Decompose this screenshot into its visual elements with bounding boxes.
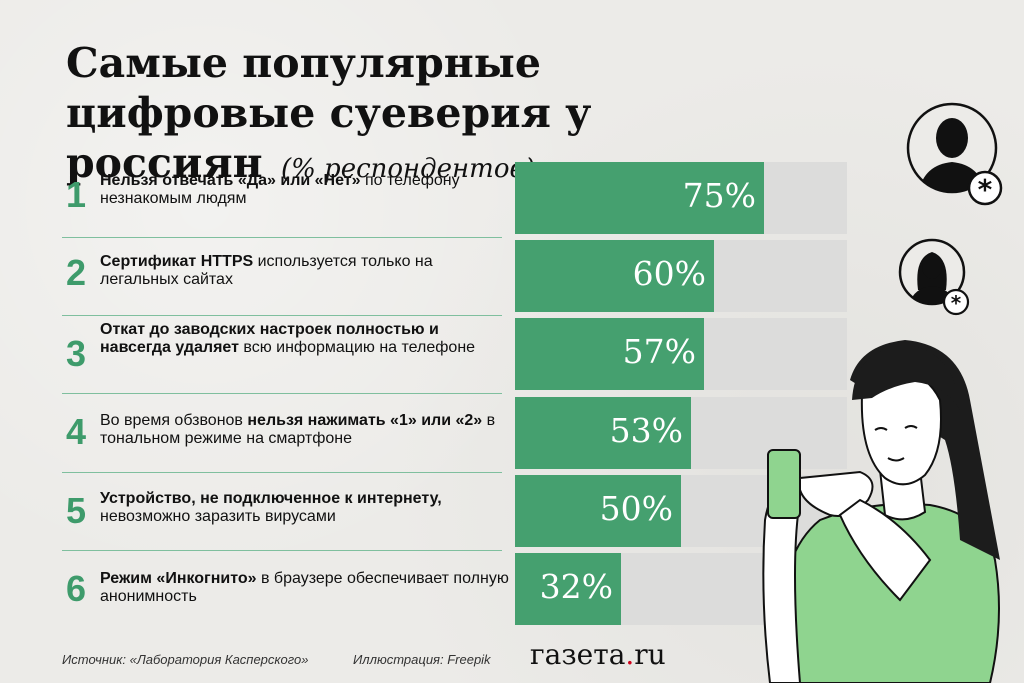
- male-user-icon: [906, 102, 998, 194]
- bar: 75%: [515, 162, 764, 234]
- row-separator: [62, 393, 502, 394]
- row-label-bold: Нельзя отвечать «Да» или «Нет»: [100, 172, 361, 189]
- logo-tld: ru: [634, 638, 666, 671]
- row-number: 6: [62, 568, 502, 646]
- bar-track: 57%: [515, 318, 847, 390]
- row-label-bold: Сертификат HTTPS: [100, 253, 254, 270]
- row-separator: [62, 237, 502, 238]
- bar: 50%: [515, 475, 681, 547]
- asterisk-icon: *: [942, 288, 970, 316]
- bar-value-label: 75%: [682, 176, 756, 215]
- row-number-text: 2: [65, 252, 87, 293]
- row-number: 4: [62, 411, 502, 489]
- illustration-credit: Иллюстрация: Freepik: [353, 652, 491, 667]
- bar: 53%: [515, 397, 691, 469]
- svg-text:*: *: [978, 173, 993, 206]
- row-number: 2: [62, 252, 502, 330]
- row-label-regular: в тональном режиме на смартфоне: [100, 412, 496, 447]
- row-number: 5: [62, 490, 502, 568]
- row-number-text: 6: [65, 568, 87, 609]
- row-label-regular: используется только на легальных сайтах: [100, 253, 433, 288]
- row-label: Сертификат HTTPS используется только на …: [100, 253, 510, 289]
- svg-text:*: *: [951, 291, 962, 315]
- bar-track: 60%: [515, 240, 847, 312]
- bar: 57%: [515, 318, 704, 390]
- bar-value-label: 60%: [632, 254, 706, 293]
- row-separator: [62, 472, 502, 473]
- logo: газета.ru: [530, 638, 666, 671]
- row-number-text: 1: [65, 174, 87, 215]
- row-label-bold: Режим «Инкогнито»: [100, 570, 257, 587]
- title-subtitle: (% респондентов): [280, 154, 535, 184]
- bar-track: 75%: [515, 162, 847, 234]
- bar-value-label: 50%: [599, 489, 673, 528]
- row-label-bold: нельзя нажимать «1» или «2»: [247, 412, 483, 429]
- logo-dot: .: [625, 638, 635, 671]
- row-label-regular: всю информацию на телефоне: [238, 339, 476, 356]
- bar: 32%: [515, 553, 621, 625]
- row-label: Режим «Инкогнито» в браузере обеспечивае…: [100, 570, 510, 606]
- row-number: 3: [62, 333, 502, 411]
- row-label: Во время обзвонов нельзя нажимать «1» ил…: [100, 412, 510, 448]
- bar-value-label: 53%: [609, 411, 683, 450]
- page-title: Самые популярные цифровые суеверия у рос…: [66, 38, 786, 194]
- woman-with-phone-illustration: [762, 340, 1000, 683]
- row-label: Устройство, не подключенное к интернету,…: [100, 490, 510, 526]
- logo-main: газета: [530, 638, 626, 671]
- row-label: Откат до заводских настроек полностью и …: [100, 321, 510, 357]
- row-number: 1: [62, 174, 502, 252]
- bar-value-label: 32%: [539, 567, 613, 606]
- row-label-bold: Откат до заводских настроек полностью и …: [100, 321, 439, 356]
- row-separator: [62, 550, 502, 551]
- bar-track: 53%: [515, 397, 847, 469]
- row-label-regular: по телефону незнакомым людям: [100, 172, 460, 207]
- row-label-regular: Во время обзвонов: [100, 412, 248, 429]
- row-label: Нельзя отвечать «Да» или «Нет» по телефо…: [100, 172, 510, 208]
- asterisk-icon: *: [967, 170, 1003, 206]
- row-number-text: 3: [65, 333, 87, 374]
- source-note: Источник: «Лаборатория Касперского»: [62, 652, 309, 667]
- row-number-text: 5: [65, 490, 87, 531]
- row-separator: [62, 315, 502, 316]
- row-label-bold: Устройство, не подключенное к интернету,: [100, 490, 442, 507]
- title-main: Самые популярные цифровые суеверия у рос…: [66, 39, 592, 187]
- bar: 60%: [515, 240, 714, 312]
- row-label-regular: невозможно заразить вирусами: [100, 508, 336, 525]
- row-label-regular: в браузере обеспечивает полную анонимнос…: [100, 570, 509, 605]
- bar-value-label: 57%: [622, 332, 696, 371]
- row-number-text: 4: [65, 411, 87, 452]
